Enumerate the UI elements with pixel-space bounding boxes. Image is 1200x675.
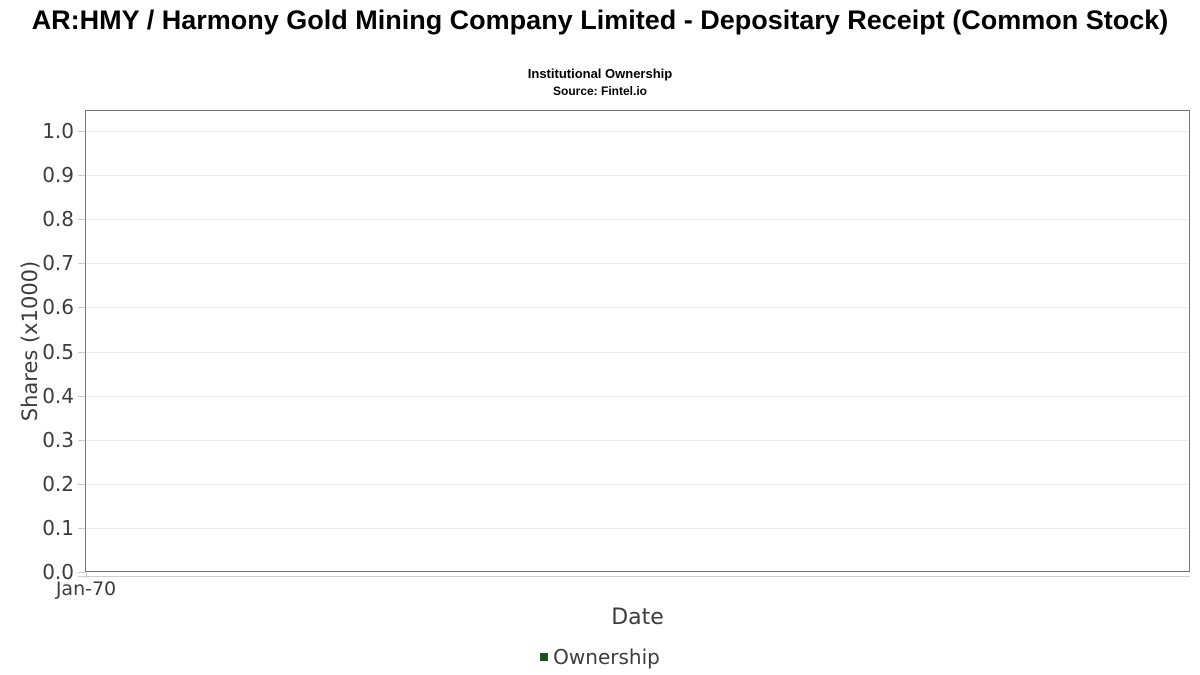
y-gridline [87, 175, 1188, 176]
y-tick-label: 0.0 [42, 560, 74, 584]
y-gridline [87, 263, 1188, 264]
y-tick-mark [78, 175, 85, 176]
y-gridline [87, 307, 1188, 308]
y-tick-label: 0.4 [42, 384, 74, 408]
legend-label: Ownership [553, 645, 660, 669]
y-tick-label: 0.2 [42, 472, 74, 496]
y-gridline [87, 131, 1188, 132]
y-tick-label: 0.1 [42, 516, 74, 540]
y-tick-mark [78, 396, 85, 397]
y-gridline [87, 352, 1188, 353]
legend-item-ownership[interactable]: Ownership [540, 645, 660, 669]
y-tick-mark [78, 307, 85, 308]
y-tick-label: 1.0 [42, 119, 74, 143]
y-tick-mark [78, 572, 85, 573]
y-tick-label: 0.6 [42, 295, 74, 319]
y-tick-label: 0.8 [42, 207, 74, 231]
chart-subtitle: Institutional Ownership [527, 66, 673, 81]
x-axis-line [78, 576, 1190, 577]
y-gridline [87, 440, 1188, 441]
y-tick-label: 0.3 [42, 428, 74, 452]
y-gridline [87, 528, 1188, 529]
y-gridline [87, 219, 1188, 220]
x-axis-title: Date [611, 605, 664, 630]
y-tick-label: 0.5 [42, 340, 74, 364]
y-tick-mark [78, 440, 85, 441]
y-gridline [87, 484, 1188, 485]
y-tick-label: 0.7 [42, 251, 74, 275]
legend-marker-square-icon [540, 653, 549, 661]
x-tick-mark [86, 572, 87, 578]
legend: Ownership [0, 644, 1200, 670]
x-tick-label: Jan-70 [55, 578, 117, 600]
y-gridline [87, 396, 1188, 397]
y-tick-label: 0.9 [42, 163, 74, 187]
plot-area [85, 110, 1190, 572]
chart-source: Source: Fintel.io [552, 84, 647, 98]
y-tick-mark [78, 352, 85, 353]
y-tick-mark [78, 131, 85, 132]
y-tick-mark [78, 484, 85, 485]
chart-title: AR:HMY / Harmony Gold Mining Company Lim… [0, 4, 1200, 37]
chart-title-text: AR:HMY / Harmony Gold Mining Company Lim… [31, 5, 1169, 35]
y-tick-mark [78, 263, 85, 264]
y-tick-mark [78, 219, 85, 220]
y-tick-mark [78, 528, 85, 529]
